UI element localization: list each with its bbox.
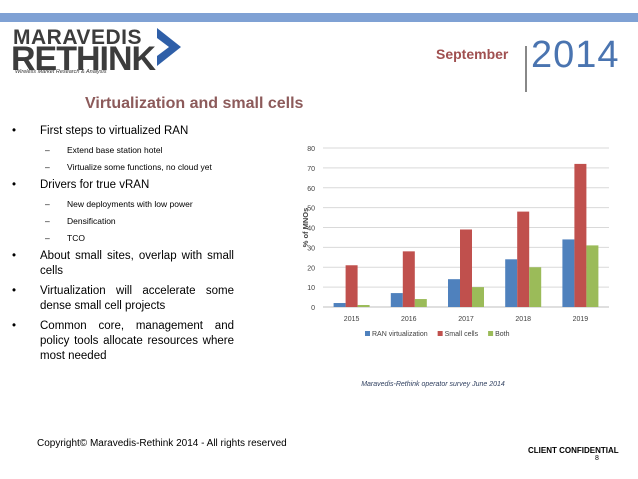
sub-bullet-item: – TCO <box>12 232 234 244</box>
copyright-notice: Copyright© Maravedis-Rethink 2014 - All … <box>37 438 287 449</box>
bullet-item: • Common core, management and policy tool… <box>12 319 234 364</box>
chart-caption: Maravedis-Rethink operator survey June 2… <box>361 381 505 388</box>
logo-chevron-icon <box>157 28 181 66</box>
sub-bullet-text: Extend base station hotel <box>67 145 163 155</box>
bullet-item: • About small sites, overlap with small c… <box>12 249 234 279</box>
bullet-item: • Drivers for true vRAN <box>12 178 234 193</box>
top-banner-bar <box>0 13 638 22</box>
legend-label: Small cells <box>445 331 479 338</box>
sub-bullet-text: Virtualize some functions, no cloud yet <box>67 162 212 172</box>
bullet-item: • Virtualization will accelerate some den… <box>12 284 234 314</box>
bullet-text: About small sites, overlap with small ce… <box>40 250 234 277</box>
bullet-dot-icon: • <box>12 320 17 332</box>
bar-both <box>472 287 484 307</box>
bullet-text: Virtualization will accelerate some dens… <box>40 285 234 312</box>
bullet-dot-icon: • <box>12 285 17 297</box>
legend-swatch <box>437 331 443 336</box>
company-logo: MARAVEDIS RETHINK Wireless Market Resear… <box>9 26 181 78</box>
y-tick-label: 10 <box>307 285 315 292</box>
y-tick-label: 30 <box>307 245 315 252</box>
y-tick-label: 0 <box>311 305 315 312</box>
x-tick-label: 2016 <box>401 316 417 323</box>
sub-bullet-text: New deployments with low power <box>67 199 193 209</box>
x-tick-label: 2019 <box>573 316 589 323</box>
bullet-text: Drivers for true vRAN <box>40 179 150 191</box>
bar-ran-virtualization <box>333 303 346 307</box>
x-tick-label: 2018 <box>515 316 531 323</box>
sub-bullet-text: Densification <box>67 216 116 226</box>
bar-both <box>414 299 427 307</box>
header-year: 2014 <box>531 34 620 76</box>
slide-title: Virtualization and small cells <box>85 95 304 112</box>
bar-both <box>529 267 542 307</box>
logo-line-1: MARAVEDIS <box>13 26 142 49</box>
sub-bullet-item: – Virtualize some functions, no cloud yet <box>12 161 234 173</box>
bar-small-cells <box>345 265 358 307</box>
y-tick-label: 70 <box>307 166 315 173</box>
bullet-text: Common core, management and policy tools… <box>40 320 234 362</box>
bullet-dot-icon: • <box>12 250 17 262</box>
dash-icon: – <box>45 233 50 243</box>
bullet-dot-icon: • <box>12 179 17 191</box>
legend-label: Both <box>495 331 510 338</box>
bar-small-cells <box>574 163 587 307</box>
bullet-dot-icon: • <box>12 125 17 137</box>
dash-icon: – <box>45 216 50 226</box>
header-divider <box>525 46 527 92</box>
sub-bullet-item: – Densification <box>12 215 234 227</box>
bar-ran-virtualization <box>390 293 403 307</box>
dash-icon: – <box>45 199 50 209</box>
legend-label: RAN virtualization <box>372 331 428 338</box>
bullet-item: • First steps to virtualized RAN <box>12 124 234 139</box>
legend-swatch <box>488 331 494 336</box>
bar-both <box>357 305 370 307</box>
y-tick-label: 60 <box>307 186 315 193</box>
bar-ran-virtualization <box>448 279 460 307</box>
sub-bullet-text: TCO <box>67 233 85 243</box>
bar-small-cells <box>402 251 415 307</box>
y-tick-label: 80 <box>307 146 315 153</box>
bar-ran-virtualization <box>505 259 518 307</box>
legend-swatch <box>365 331 370 336</box>
y-tick-label: 20 <box>307 265 315 272</box>
header-month: September <box>436 46 509 62</box>
x-tick-label: 2015 <box>344 316 360 323</box>
client-confidential-label: CLIENT CONFIDENTIAL <box>528 446 619 455</box>
bullet-text: First steps to virtualized RAN <box>40 125 189 137</box>
bar-both <box>586 245 599 307</box>
y-axis-label: % of MNOs <box>301 208 310 248</box>
page-number: 8 <box>595 455 599 462</box>
sub-bullet-item: – New deployments with low power <box>12 198 234 210</box>
dash-icon: – <box>45 145 50 155</box>
bar-ran-virtualization <box>562 239 575 307</box>
logo-tagline: Wireless Market Research & Analysis <box>15 69 107 75</box>
mno-survey-bar-chart: 0 10 20 30 40 50 60 70 80 % of MNOs 2015 2016 2017 20… <box>301 146 609 388</box>
dash-icon: – <box>45 162 50 172</box>
sub-bullet-item: – Extend base station hotel <box>12 144 234 156</box>
bar-small-cells <box>517 211 530 307</box>
x-tick-label: 2017 <box>458 316 474 323</box>
logo-line-2: RETHINK <box>11 40 156 78</box>
bullet-list: • First steps to virtualized RAN – Extend … <box>12 124 234 369</box>
y-tick-label: 50 <box>307 206 315 213</box>
y-tick-label: 40 <box>307 226 315 233</box>
bar-small-cells <box>460 229 472 307</box>
